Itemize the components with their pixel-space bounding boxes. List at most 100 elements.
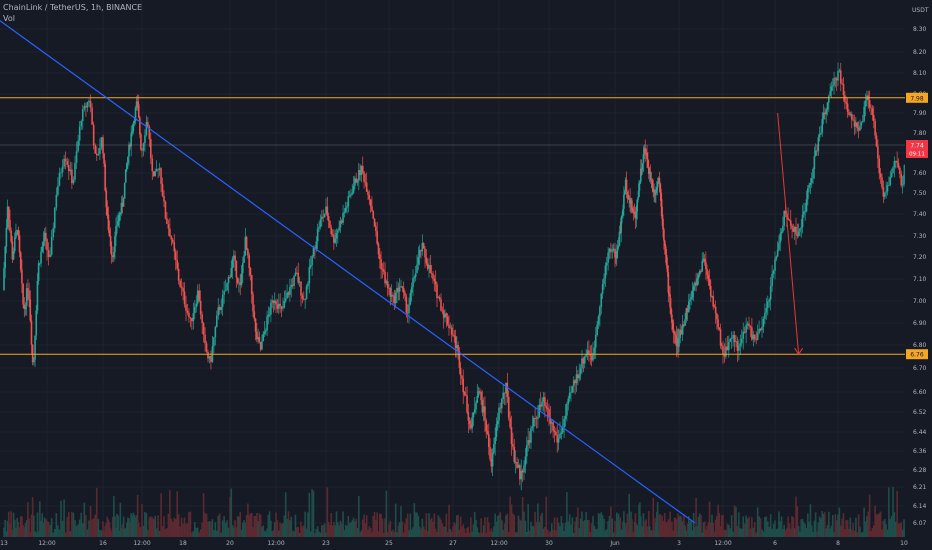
candle-body [871,108,874,116]
candle-body [218,307,221,311]
volume-bar [75,525,78,537]
candle-body [173,242,176,252]
candle-body [253,311,256,319]
candle-body [788,219,791,221]
candle-body [830,86,833,92]
candle-body [656,181,659,188]
volume-bar [272,530,275,537]
volume-bar [335,511,338,537]
candle-body [863,106,865,122]
volume-bar [158,530,161,537]
volume-bar [531,525,534,537]
volume-bar [537,503,539,537]
candle-body [479,391,481,393]
volume-bar [167,513,170,537]
volume-bar [622,521,624,537]
time-axis[interactable] [0,537,932,550]
candle-body [775,256,778,260]
volume-bar [347,516,350,537]
candle-body [716,313,718,320]
candle-body [841,83,843,85]
volume-bar [118,530,121,537]
volume-bar [249,513,252,537]
candle-body [434,280,437,285]
price-axis[interactable] [905,0,932,537]
candle-body [75,151,78,163]
candle-body [853,120,856,127]
volume-bar [660,525,663,537]
volume-bar [343,530,346,537]
candle-body [113,252,115,258]
volume-bar [570,524,572,537]
projection-arrow[interactable] [777,112,804,356]
candle-body [110,246,113,256]
volume-bar [86,529,89,537]
candle-body [261,341,263,350]
candle-body [432,273,434,279]
candle-body [95,153,98,156]
volume-label[interactable]: Vol [3,14,15,23]
candle-body [631,209,634,212]
volume-bar [331,525,334,537]
candle-body [446,316,449,325]
volume-bar [780,516,783,537]
candle-body [520,470,523,480]
volume-bar [18,527,21,537]
volume-bar [13,519,16,537]
candle-body [250,275,253,295]
volume-bar [110,531,113,537]
volume-bar [173,517,176,537]
candle-body [612,248,615,251]
descending-trendline[interactable] [0,0,696,524]
candle-body [25,288,28,307]
candle-body [213,337,215,347]
candle-body [408,304,410,314]
candle-body [852,119,854,121]
candle-body [468,420,471,425]
volume-bar [166,527,168,537]
volume-bar [214,522,217,537]
chart-title[interactable]: ChainLink / TetherUS, 1h, BINANCE [3,3,143,12]
price-tick-label: 8.20 [913,49,927,56]
candle-body [373,218,376,227]
volume-bar [45,519,47,537]
candle-body [507,396,510,418]
volume-bar [410,529,413,537]
candle-body [249,267,252,276]
candle-body [309,265,312,267]
candle-body [616,246,619,251]
candle-body [420,250,422,252]
volume-bar [428,513,430,537]
candle-body [894,160,897,162]
candle-body [114,236,116,253]
candle-body [730,338,733,339]
candle-body [325,206,327,214]
volume-bar [618,520,621,537]
volume-bar [354,521,356,537]
volume-bar [227,527,230,537]
volume-bar [769,514,772,537]
volume-bar [85,515,87,537]
volume-bar [670,529,672,537]
candle-body [43,232,46,241]
candle-body [147,122,149,127]
volume-bar [658,514,661,537]
candle-body [392,294,394,296]
candle-body [127,156,129,164]
time-tick-label: 27 [449,540,457,547]
volume-bar [432,521,434,537]
volume-bar [63,499,65,537]
volume-bar [224,522,227,537]
candle-body [762,318,765,327]
time-tick-label: 8 [836,540,840,547]
volume-bar [413,503,416,537]
volume-bar [342,511,344,537]
volume-bar [659,514,662,537]
volume-bar [364,523,367,537]
candle-body [571,386,574,392]
candle-body [534,418,536,419]
candle-body [625,179,628,192]
volume-bar [401,521,404,537]
candle-body [755,339,758,341]
